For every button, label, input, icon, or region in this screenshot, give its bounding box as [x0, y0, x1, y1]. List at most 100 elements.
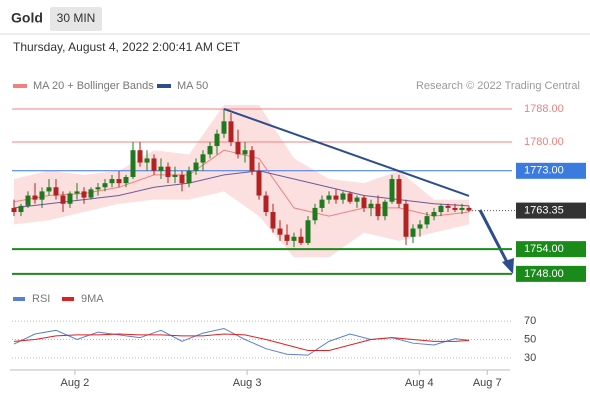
candle-body — [158, 166, 164, 171]
candle-body — [445, 205, 451, 208]
candle-body — [417, 224, 423, 229]
candle-body — [179, 174, 185, 184]
candle-body — [326, 195, 332, 200]
candle-body — [305, 220, 311, 243]
forecast-arrow — [478, 209, 510, 265]
legend-label: 9MA — [81, 293, 104, 305]
candle-body — [137, 150, 143, 163]
candle-body — [368, 203, 374, 208]
candle-body — [221, 121, 227, 134]
level-label: 1788.00 — [524, 103, 564, 115]
period-label: 30 MIN — [57, 11, 96, 25]
candle-body — [151, 158, 157, 171]
candle-body — [207, 146, 213, 155]
y-tick-label: 50 — [524, 333, 536, 345]
legend-swatch — [13, 297, 25, 301]
level-label: 1754.00 — [524, 243, 564, 255]
legend-label: MA 50 — [177, 80, 208, 92]
candle-body — [39, 191, 45, 200]
candle-body — [214, 133, 220, 147]
candle-body — [109, 179, 115, 184]
candle-body — [123, 176, 129, 184]
candle-body — [165, 166, 171, 177]
level-label: 1748.00 — [524, 268, 564, 280]
x-tick-label: Aug 7 — [473, 377, 502, 389]
candle-body — [193, 162, 199, 171]
candle-body — [200, 154, 206, 163]
y-tick-label: 70 — [524, 315, 536, 327]
candle-body — [333, 195, 339, 200]
level-label: 1763.35 — [524, 204, 564, 216]
candle-body — [312, 207, 318, 221]
candle-body — [172, 174, 178, 177]
candle-body — [382, 201, 388, 217]
candle-body — [256, 170, 262, 196]
y-tick-label: 30 — [524, 352, 536, 364]
x-tick-label: Aug 3 — [233, 377, 262, 389]
candle-body — [60, 195, 66, 204]
date-label: Thursday, August 4, 2022 2:00:41 AM CET — [13, 40, 241, 54]
rsi-line — [13, 333, 470, 352]
bollinger-band — [14, 104, 469, 258]
candle-body — [452, 207, 458, 210]
candle-body — [340, 193, 346, 200]
candle-body — [242, 150, 248, 155]
x-tick-label: Aug 2 — [61, 377, 90, 389]
legend-swatch — [13, 84, 27, 88]
candle-body — [228, 121, 234, 142]
candle-body — [249, 150, 255, 171]
candle-body — [277, 228, 283, 235]
candle-body — [319, 199, 325, 208]
candle-body — [74, 191, 80, 194]
candle-body — [396, 179, 402, 204]
candle-body — [53, 187, 59, 196]
level-box — [516, 241, 586, 258]
legend-swatch — [62, 297, 74, 301]
candle-body — [263, 195, 269, 213]
candle-body — [403, 203, 409, 237]
candle-body — [410, 228, 416, 237]
candle-body — [354, 197, 360, 202]
candle-body — [88, 189, 94, 198]
candle-body — [235, 141, 241, 155]
candle-body — [270, 212, 276, 229]
candle-body — [116, 179, 122, 184]
candle-body — [32, 195, 38, 200]
candle-body — [291, 236, 297, 241]
level-box — [516, 202, 586, 219]
level-label: 1773.00 — [524, 165, 564, 177]
candle-body — [466, 207, 472, 211]
candle-body — [361, 197, 367, 208]
candle-body — [431, 212, 437, 217]
candle-body — [11, 207, 17, 213]
candle-body — [46, 187, 52, 192]
instrument-title: Gold — [11, 10, 43, 26]
candle-body — [459, 207, 465, 210]
candle-body — [81, 191, 87, 198]
level-box — [516, 162, 586, 179]
candle-body — [18, 205, 24, 213]
candle-body — [375, 203, 381, 217]
candle-body — [438, 205, 444, 213]
candle-body — [67, 193, 73, 204]
legend-label: MA 20 + Bollinger Bands — [33, 80, 154, 92]
legend-swatch — [157, 84, 171, 88]
candle-body — [144, 158, 150, 163]
candle-body — [102, 183, 108, 188]
x-tick-label: Aug 4 — [405, 377, 434, 389]
candle-body — [424, 216, 430, 225]
candle-body — [347, 193, 353, 202]
level-label: 1780.00 — [524, 136, 564, 148]
source: Research © 2022 Trading Central — [416, 80, 580, 92]
candle-body — [389, 179, 395, 202]
candle-body — [186, 170, 192, 184]
candle-body — [298, 236, 304, 243]
candle-body — [95, 187, 101, 190]
level-box — [516, 265, 586, 282]
candle-body — [284, 234, 290, 241]
period-badge[interactable] — [50, 7, 102, 31]
candle-body — [130, 150, 136, 177]
legend-label: RSI — [32, 293, 50, 305]
trendline — [223, 108, 470, 197]
